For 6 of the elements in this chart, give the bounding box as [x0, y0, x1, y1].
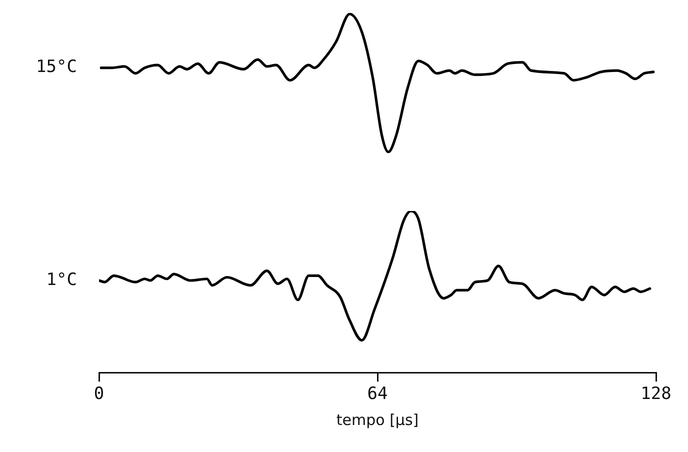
- x-tick-label: 0: [94, 384, 104, 404]
- series-label: 1°C: [46, 270, 77, 290]
- x-tick-label: 64: [367, 384, 388, 404]
- x-axis-title: tempo [µs]: [336, 410, 419, 429]
- series-label: 15°C: [36, 57, 77, 78]
- x-tick-label: 128: [640, 384, 672, 404]
